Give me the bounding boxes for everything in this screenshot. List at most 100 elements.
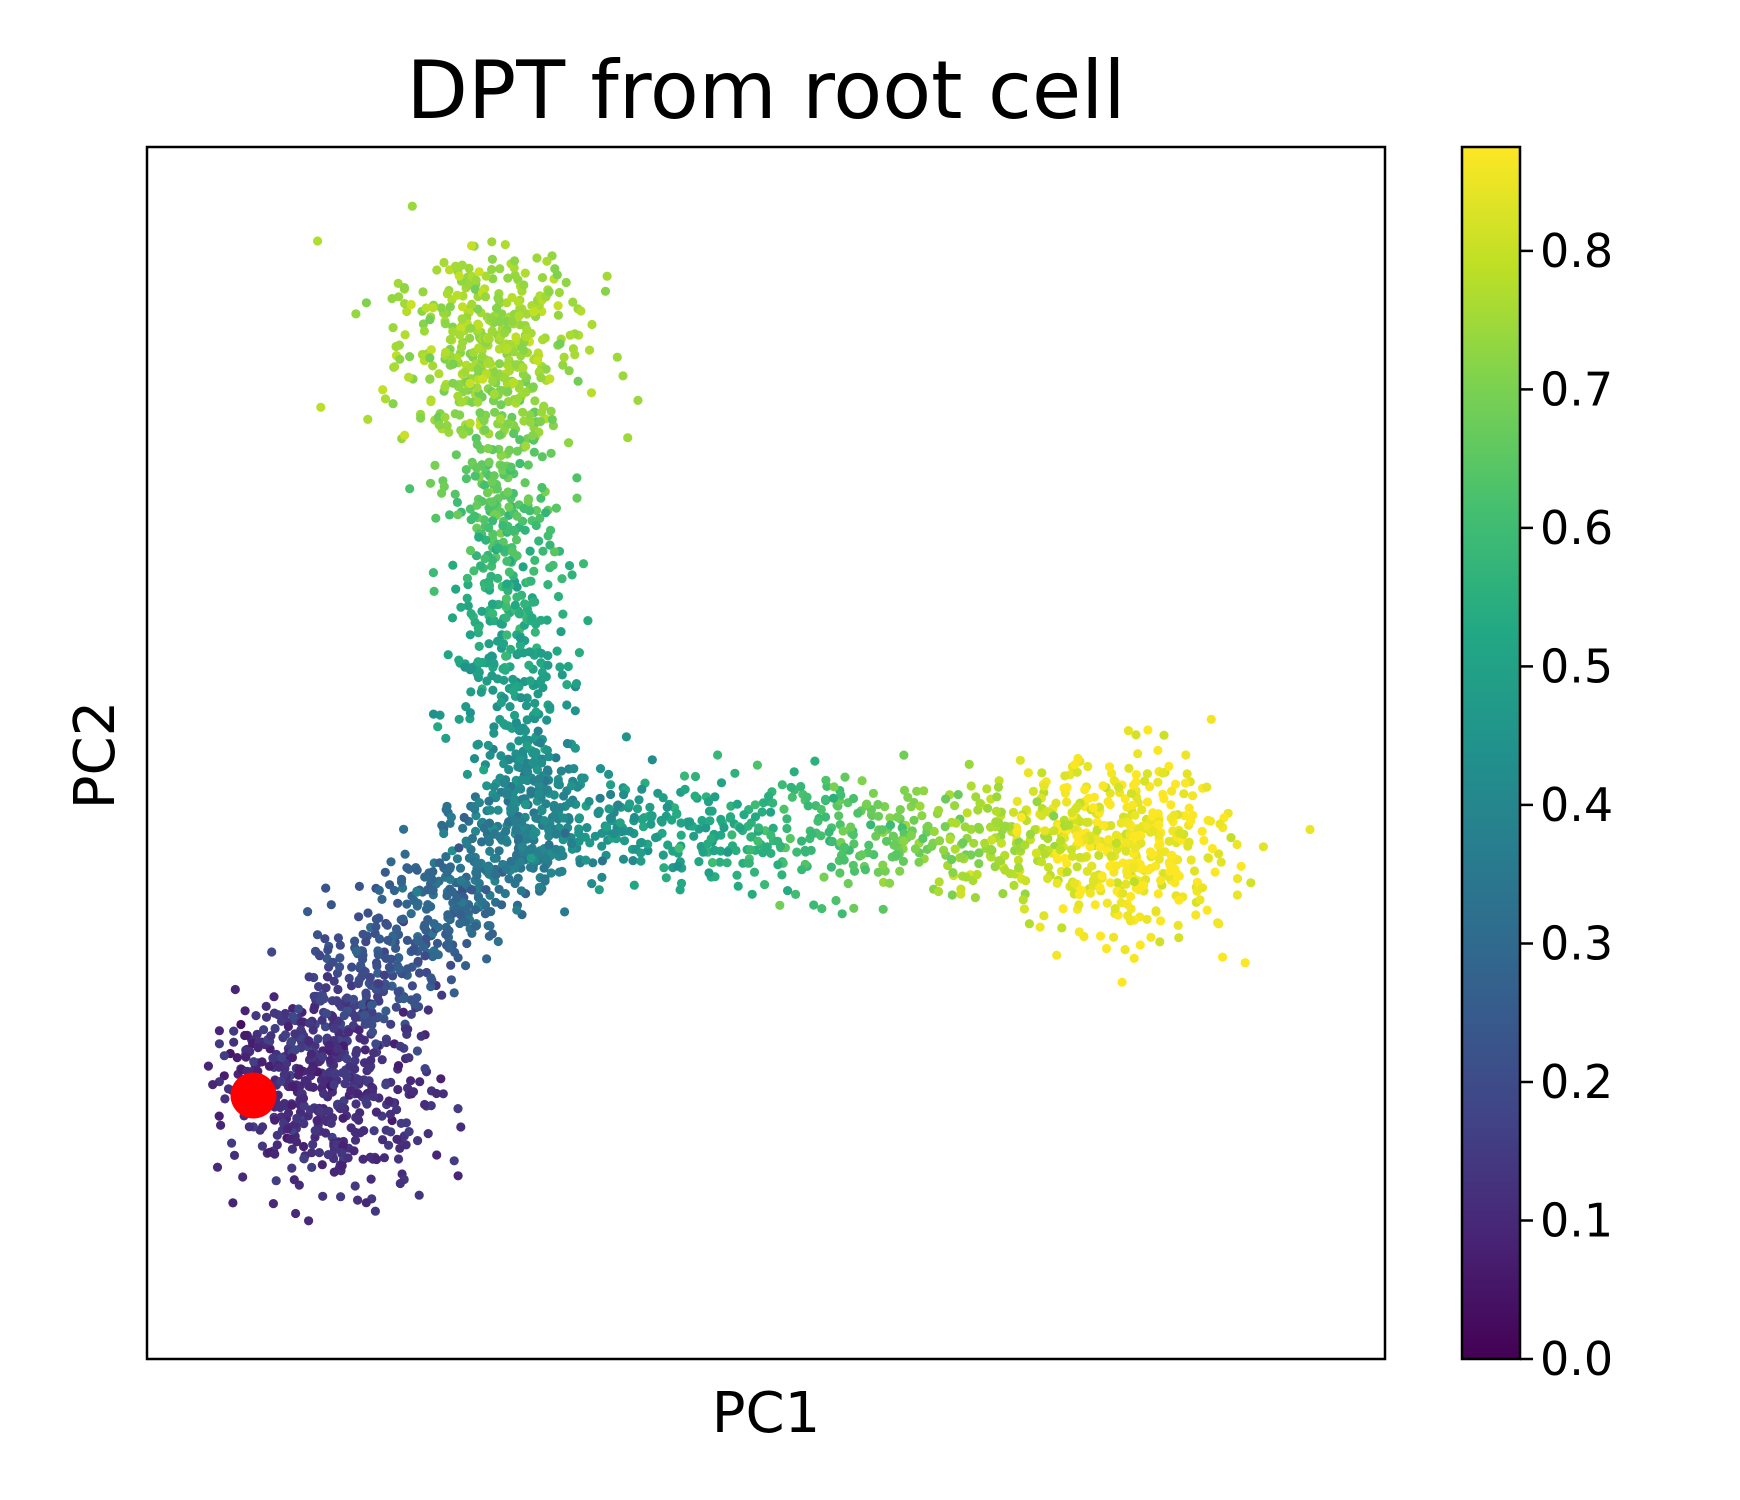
scatter-point [467,241,477,251]
scatter-point [843,878,853,889]
scatter-point [488,685,498,695]
scatter-point [392,1134,402,1144]
scatter-point [1153,777,1163,787]
scatter-point [881,836,892,846]
scatter-point [511,825,521,835]
scatter-point [530,627,540,637]
scatter-point [314,982,324,992]
scatter-point [474,667,484,678]
scatter-point [412,865,422,875]
scatter-point [1064,820,1074,830]
scatter-point [574,813,585,823]
scatter-point [1189,866,1200,876]
scatter-point [337,1148,347,1158]
scatter-point [503,387,513,397]
scatter-point [1088,876,1099,886]
scatter-point [513,762,523,772]
scatter-point [1207,843,1217,854]
scatter-point [360,967,370,977]
scatter-point [1074,900,1084,910]
scatter-point [310,1132,320,1142]
scatter-point [651,833,661,843]
scatter-point [816,804,826,815]
scatter-point [316,402,326,412]
scatter-point [597,872,607,883]
scatter-point [406,1009,416,1020]
scatter-point [452,290,462,300]
scatter-point [404,1053,414,1063]
scatter-point [849,839,859,849]
scatter-point [1085,842,1095,852]
scatter-point [705,816,715,826]
scatter-point [1181,750,1191,760]
scatter-point [659,863,669,873]
scatter-point [572,493,582,503]
scatter-point [449,988,459,998]
scatter-point [998,889,1008,899]
scatter-point [481,535,491,545]
scatter-point [912,786,922,796]
scatter-point [240,1006,250,1016]
scatter-point [895,866,905,876]
scatter-point [933,805,944,816]
scatter-point [550,810,560,821]
scatter-point [553,310,564,320]
scatter-point [697,815,707,826]
scatter-point [461,465,471,475]
scatter-point [551,753,561,763]
scatter-point [440,382,450,392]
scatter-point [873,867,883,877]
scatter-point [350,1135,361,1145]
scatter-point [510,600,520,610]
scatter-point [552,270,562,280]
scatter-point [307,1162,317,1172]
scatter-point [752,760,763,770]
scatter-point [558,360,568,370]
scatter-point [974,848,984,858]
scatter-point [361,1198,371,1208]
colorbar-tick-label: 0.8 [1540,224,1613,278]
scatter-point [464,263,474,273]
scatter-point [313,236,323,246]
scatter-point [507,317,517,327]
scatter-point [956,889,966,899]
scatter-point [324,1041,334,1051]
scatter-point [991,806,1002,816]
scatter-point [1040,849,1050,859]
scatter-point [1082,866,1092,877]
scatter-point [310,1126,320,1136]
scatter-point [484,639,494,649]
scatter-point [466,609,476,619]
scatter-point [940,822,950,832]
scatter-point [425,478,436,488]
scatter-point [1012,827,1022,837]
scatter-point [383,935,393,945]
scatter-point [465,418,475,428]
scatter-point [522,740,532,751]
scatter-point [1164,836,1174,846]
scatter-point [473,397,483,407]
scatter-point [914,857,924,867]
scatter-point [505,445,515,455]
scatter-point [1074,836,1084,846]
scatter-point [351,946,361,956]
scatter-point [393,987,403,997]
scatter-point [469,511,480,521]
scatter-point [214,1111,224,1121]
scatter-point [941,794,951,804]
scatter-point [837,909,847,919]
scatter-point [290,1029,300,1039]
scatter-point [757,807,767,817]
scatter-point [909,815,919,825]
scatter-point [777,870,787,880]
scatter-point [576,306,586,316]
chart-title: DPT from root cell [406,44,1125,137]
scatter-point [484,796,494,806]
scatter-point [470,904,481,915]
scatter-point [562,680,572,690]
scatter-point [866,820,876,830]
scatter-point [458,823,468,834]
scatter-point [288,1011,298,1022]
scatter-point [489,853,499,864]
scatter-point [474,343,484,353]
